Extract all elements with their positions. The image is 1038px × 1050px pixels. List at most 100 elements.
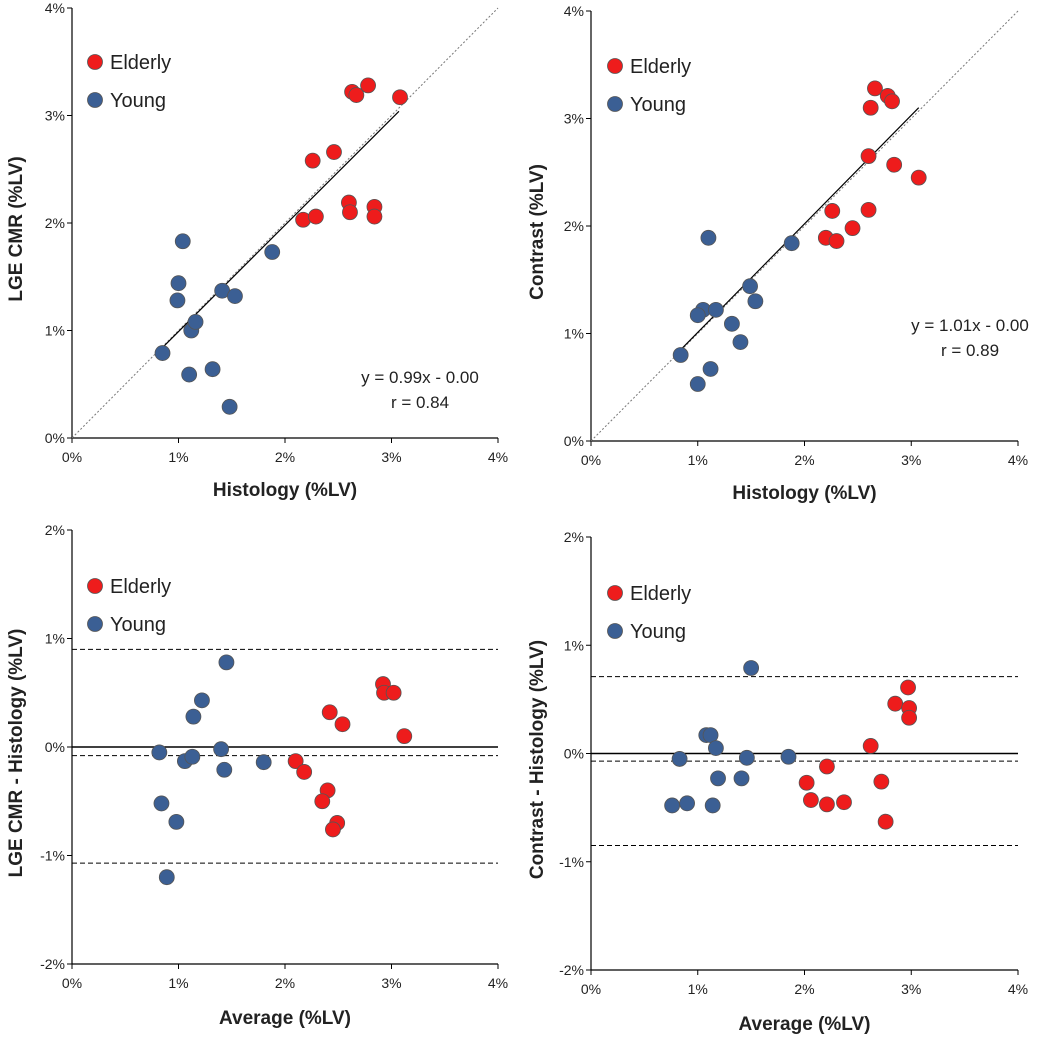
- x-tick-label: 3%: [381, 975, 401, 991]
- identity-line: [71, 7, 499, 439]
- y-axis-label: Contrast - Histology (%LV): [527, 640, 548, 879]
- elderly-point: [828, 233, 845, 249]
- elderly-point: [860, 201, 877, 218]
- elderly-point: [836, 794, 852, 811]
- young-point: [738, 749, 755, 766]
- bland-altman-panel-contrast: 0% 1% 2% 3% 4% -2% -1% 0% 1% 2% Elderly Young Averag…: [527, 529, 1028, 1035]
- y-tick-label: 1%: [45, 631, 65, 647]
- bland-altman-panel-lge: 0% 1% 2% 3% 4% -2% -1% 0% 1% 2% Elderly Young Averag…: [6, 522, 508, 1029]
- elderly-point: [867, 80, 883, 97]
- young-point: [707, 740, 724, 756]
- x-tick-label: 1%: [688, 452, 708, 468]
- young-point: [264, 244, 281, 260]
- legend-marker-elderly: [607, 58, 623, 74]
- young-point: [679, 795, 695, 812]
- y-tick-label: 4%: [45, 0, 65, 16]
- elderly-point: [304, 152, 321, 169]
- y-tick-label: 1%: [564, 637, 584, 653]
- elderly-point: [803, 792, 819, 808]
- x-tick-label: 2%: [275, 449, 295, 465]
- young-point: [158, 869, 175, 886]
- elderly-point: [900, 679, 916, 696]
- elderly-point: [819, 796, 835, 813]
- y-tick-label: 0%: [45, 430, 65, 446]
- elderly-point: [342, 204, 358, 221]
- y-tick-label: -1%: [559, 854, 584, 870]
- young-point: [710, 770, 726, 787]
- legend-marker-young: [87, 92, 103, 108]
- elderly-point: [860, 148, 877, 165]
- elderly-point: [385, 684, 402, 701]
- x-axis-label: Histology (%LV): [732, 483, 876, 504]
- legend-marker-young: [607, 623, 623, 639]
- young-point: [702, 361, 719, 377]
- x-tick-label: 4%: [1008, 452, 1028, 468]
- young-point: [213, 741, 230, 758]
- y-tick-label: -2%: [40, 956, 65, 972]
- young-point: [783, 235, 800, 252]
- legend-label-elderly: Elderly: [110, 52, 171, 74]
- x-tick-label: 3%: [381, 449, 401, 465]
- young-point: [742, 278, 758, 295]
- young-point: [170, 275, 187, 292]
- x-tick-label: 4%: [488, 975, 508, 991]
- young-point: [707, 301, 724, 318]
- young-point: [153, 795, 170, 812]
- young-point: [169, 292, 186, 309]
- identity-line: [590, 10, 1019, 442]
- young-point: [168, 813, 185, 830]
- x-tick-label: 3%: [901, 981, 921, 997]
- elderly-point: [887, 695, 904, 712]
- legend-label-young: Young: [630, 621, 686, 643]
- x-tick-label: 2%: [275, 975, 295, 991]
- elderly-point: [877, 813, 894, 830]
- legend-marker-elderly: [607, 585, 623, 601]
- x-tick-label: 3%: [901, 452, 921, 468]
- young-point: [724, 315, 740, 332]
- x-tick-label: 2%: [794, 452, 814, 468]
- young-point: [221, 398, 238, 415]
- legend-label-young: Young: [110, 90, 166, 112]
- young-point: [664, 797, 681, 814]
- elderly-point: [862, 738, 879, 754]
- y-tick-label: 0%: [564, 433, 584, 449]
- x-tick-label: 0%: [581, 981, 601, 997]
- x-tick-label: 0%: [62, 449, 82, 465]
- regression-line: [162, 110, 400, 348]
- elderly-point: [334, 716, 351, 733]
- legend-marker-elderly: [87, 578, 103, 594]
- y-axis-label: Contrast (%LV): [527, 164, 548, 300]
- legend-label-elderly: Elderly: [110, 576, 171, 598]
- young-point: [704, 797, 721, 814]
- elderly-point: [360, 77, 376, 94]
- young-point: [780, 748, 797, 765]
- young-point: [216, 761, 233, 778]
- young-point: [689, 307, 706, 324]
- legend-marker-young: [607, 96, 623, 112]
- x-tick-label: 4%: [488, 449, 508, 465]
- elderly-point: [321, 704, 338, 721]
- young-point: [732, 334, 749, 351]
- young-point: [154, 345, 171, 361]
- young-point: [733, 770, 750, 787]
- young-point: [700, 229, 717, 246]
- elderly-point: [326, 144, 342, 160]
- y-tick-label: 2%: [45, 215, 65, 231]
- elderly-point: [886, 156, 903, 173]
- young-point: [255, 754, 272, 771]
- y-axis-label: LGE CMR - Histology (%LV): [6, 629, 27, 878]
- elderly-point: [862, 99, 879, 116]
- elderly-point: [819, 758, 835, 775]
- legend-marker-young: [87, 616, 103, 632]
- legend-marker-elderly: [87, 54, 103, 70]
- legend-label-young: Young: [110, 614, 166, 636]
- legend-label-elderly: Elderly: [630, 56, 691, 78]
- elderly-point: [287, 753, 304, 770]
- x-axis-label: Histology (%LV): [213, 480, 357, 501]
- elderly-point: [844, 220, 861, 237]
- x-tick-label: 2%: [794, 981, 814, 997]
- elderly-point: [824, 203, 841, 219]
- elderly-point: [901, 709, 918, 726]
